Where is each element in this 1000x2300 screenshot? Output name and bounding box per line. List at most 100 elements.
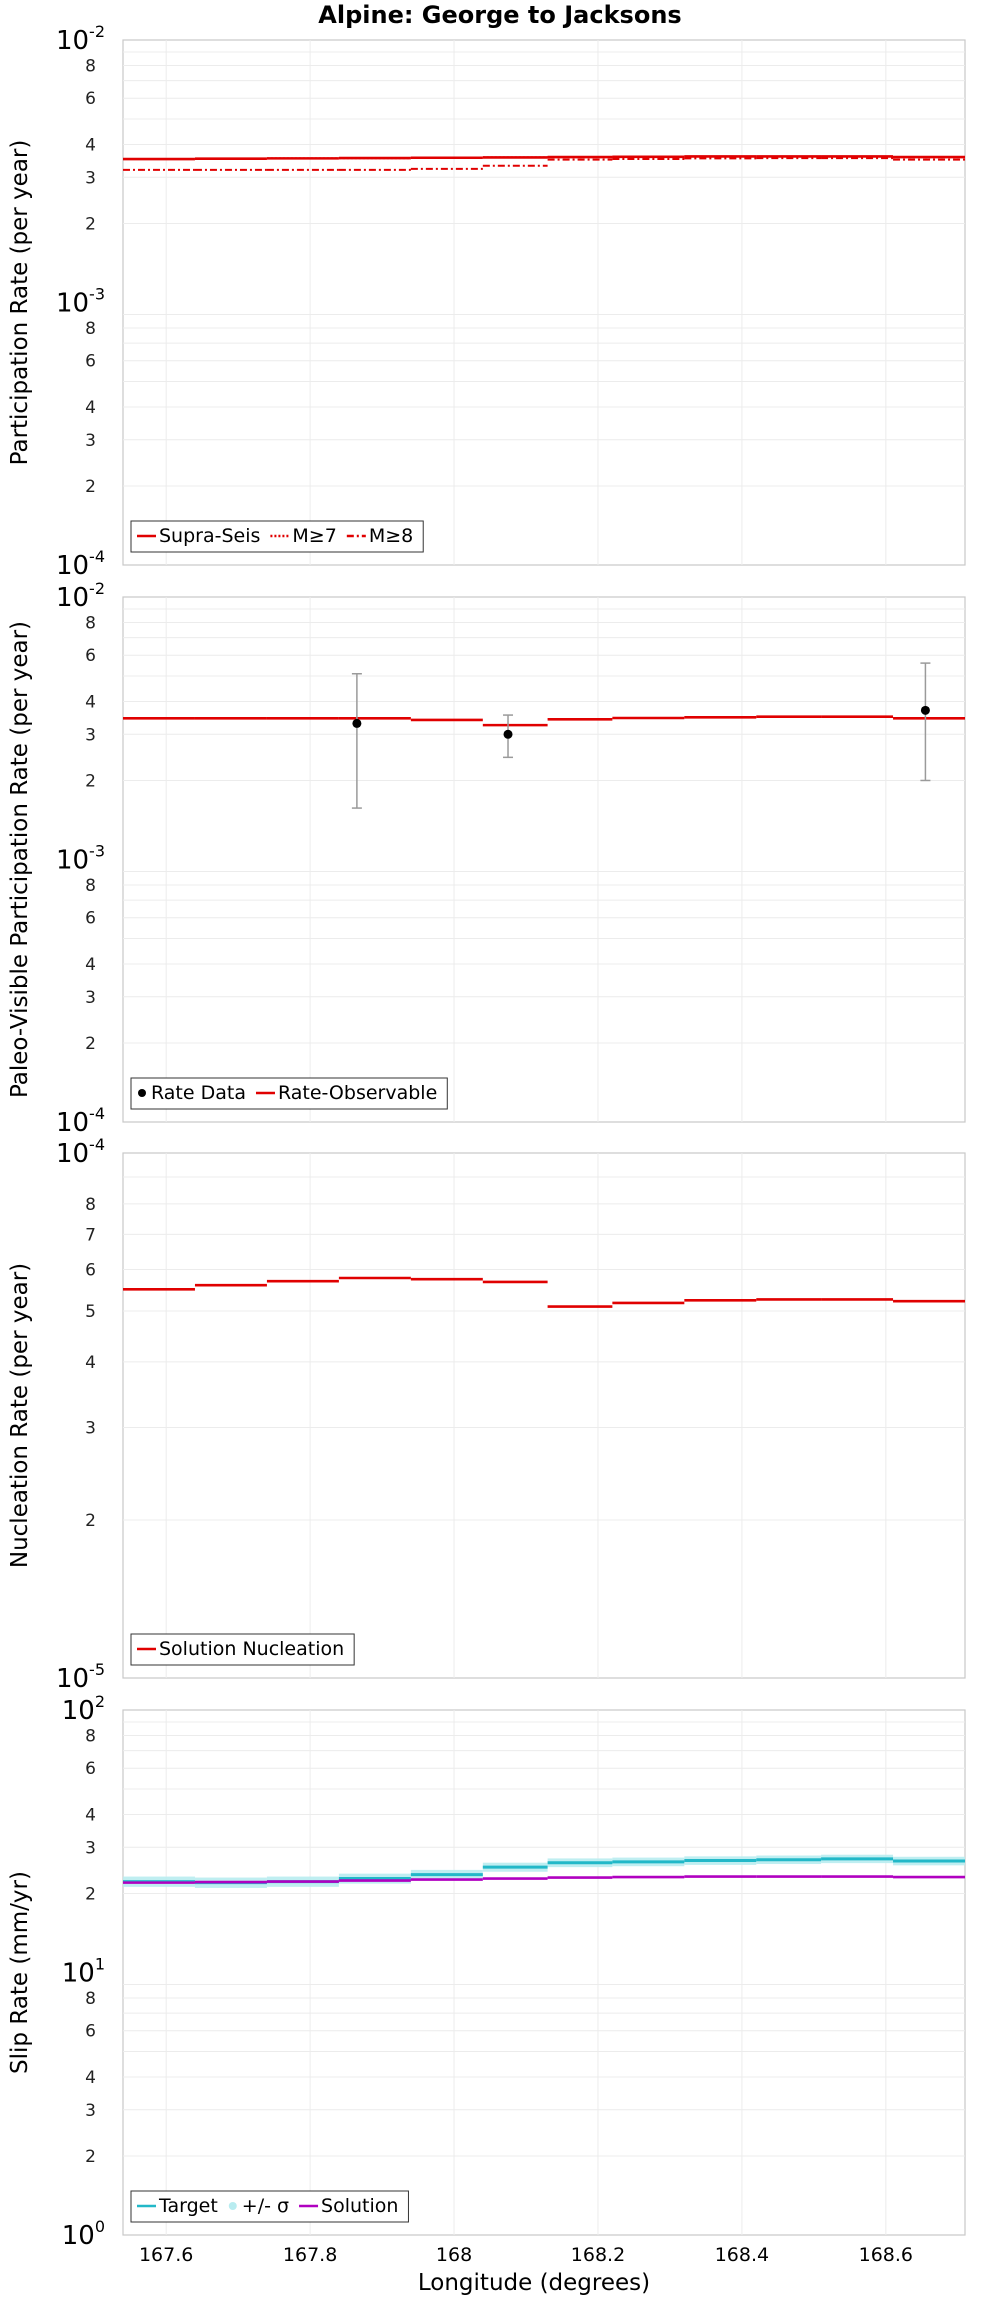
y-decade-label: 10-2 (56, 22, 105, 56)
decade-exponent: 0 (95, 2217, 105, 2236)
legend-label: Rate-Observable (278, 1082, 437, 1104)
y-tick-label: 7 (85, 1225, 96, 1245)
y-tick-label: 4 (85, 2068, 96, 2088)
y-tick-label: 3 (85, 988, 96, 1008)
rate-data-point (352, 718, 362, 728)
y-tick-label: 2 (85, 477, 96, 497)
y-tick-label: 4 (85, 692, 96, 712)
legend-swatch (138, 1089, 146, 1097)
y-tick-label: 2 (85, 771, 96, 791)
x-tick-label: 167.8 (283, 2244, 337, 2266)
decade-base: 10 (56, 26, 89, 56)
y-axis-label: Nucleation Rate (per year) (7, 1263, 33, 1568)
decade-base: 10 (56, 1664, 89, 1694)
y-tick-label: 4 (85, 1353, 96, 1373)
decade-exponent: -3 (89, 285, 105, 304)
y-tick-label: 8 (85, 319, 96, 339)
decade-exponent: -5 (89, 1660, 105, 1679)
plot-frame (122, 1709, 966, 2236)
rate-data-point (920, 705, 930, 715)
y-decade-label: 10-2 (56, 579, 105, 613)
y-tick-label: 8 (85, 1726, 96, 1746)
y-tick-label: 3 (85, 168, 96, 188)
legend-box (130, 1633, 355, 1666)
y-tick-label: 8 (85, 876, 96, 896)
plot-frame (122, 1152, 966, 1679)
y-tick-label: 3 (85, 2101, 96, 2121)
legend: Target +/- σ Solution (130, 2190, 409, 2223)
decade-exponent: 2 (95, 1692, 105, 1711)
y-axis-label: Participation Rate (per year) (7, 140, 33, 466)
y-tick-label: 6 (85, 646, 96, 666)
y-decade-label: 10-3 (56, 842, 105, 876)
decade-exponent: -4 (89, 1135, 105, 1154)
legend-label: M≥7 (292, 525, 336, 547)
legend-box (130, 520, 424, 553)
decade-base: 10 (56, 551, 89, 581)
legend-entries: Solution Nucleation (137, 1638, 344, 1660)
y-tick-label: 3 (85, 725, 96, 745)
chart-title: Alpine: George to Jacksons (318, 1, 681, 29)
y-tick-label: 6 (85, 1759, 96, 1779)
y-decade-label: 102 (62, 1692, 105, 1726)
y-tick-label: 2 (85, 1511, 96, 1531)
decade-exponent: -4 (89, 1104, 105, 1123)
legend-swatch (228, 2202, 237, 2210)
x-tick-label: 168.2 (571, 2244, 625, 2266)
decade-exponent: -2 (89, 22, 105, 41)
legend-entries: Target +/- σ Solution (137, 2195, 398, 2217)
y-tick-label: 4 (85, 1805, 96, 1825)
y-tick-label: 8 (85, 56, 96, 76)
y-decade-label: 10-3 (56, 285, 105, 319)
decade-base: 10 (56, 289, 89, 319)
y-tick-label: 6 (85, 352, 96, 372)
y-tick-label: 3 (85, 431, 96, 451)
x-axis-label: Longitude (degrees) (418, 2270, 650, 2296)
legend-label: Supra-Seis (159, 525, 260, 547)
legend-box (130, 1077, 448, 1110)
y-tick-label: 6 (85, 89, 96, 109)
y-tick-label: 5 (85, 1302, 96, 1322)
y-tick-label: 4 (85, 135, 96, 155)
y-tick-label: 2 (85, 2147, 96, 2167)
x-tick-label: 168.6 (859, 2244, 913, 2266)
y-tick-label: 4 (85, 955, 96, 975)
decade-exponent: -2 (89, 579, 105, 598)
decade-exponent: -3 (89, 842, 105, 861)
legend-label: Target (158, 2195, 218, 2217)
decade-base: 10 (56, 1139, 89, 1169)
y-tick-label: 6 (85, 909, 96, 929)
legend: Solution Nucleation (130, 1633, 355, 1666)
y-axis-label: Paleo-Visible Participation Rate (per ye… (7, 621, 33, 1098)
legend-entries: Rate Data Rate-Observable (138, 1082, 437, 1104)
y-tick-label: 3 (85, 1838, 96, 1858)
legend-label: Rate Data (151, 1082, 246, 1104)
x-tick-label: 167.6 (139, 2244, 193, 2266)
y-decade-label: 10-4 (56, 1104, 105, 1138)
y-tick-label: 3 (85, 1419, 96, 1439)
y-tick-label: 4 (85, 398, 96, 418)
y-tick-label: 8 (85, 1195, 96, 1215)
legend: Rate Data Rate-Observable (130, 1077, 448, 1110)
y-tick-label: 2 (85, 1034, 96, 1054)
legend-label: Solution (321, 2195, 398, 2217)
decade-base: 10 (62, 2221, 95, 2251)
y-tick-label: 6 (85, 2022, 96, 2042)
legend-label: M≥8 (369, 525, 413, 547)
decade-base: 10 (56, 1108, 89, 1138)
y-decade-label: 10-4 (56, 547, 105, 581)
x-tick-label: 168 (436, 2244, 472, 2266)
plot-frame (122, 39, 966, 566)
y-decade-label: 10-5 (56, 1660, 105, 1694)
y-axis-label: Slip Rate (mm/yr) (7, 1871, 33, 2074)
y-tick-label: 2 (85, 214, 96, 234)
decade-base: 10 (56, 583, 89, 613)
decade-base: 10 (56, 846, 89, 876)
decade-exponent: -4 (89, 547, 105, 566)
